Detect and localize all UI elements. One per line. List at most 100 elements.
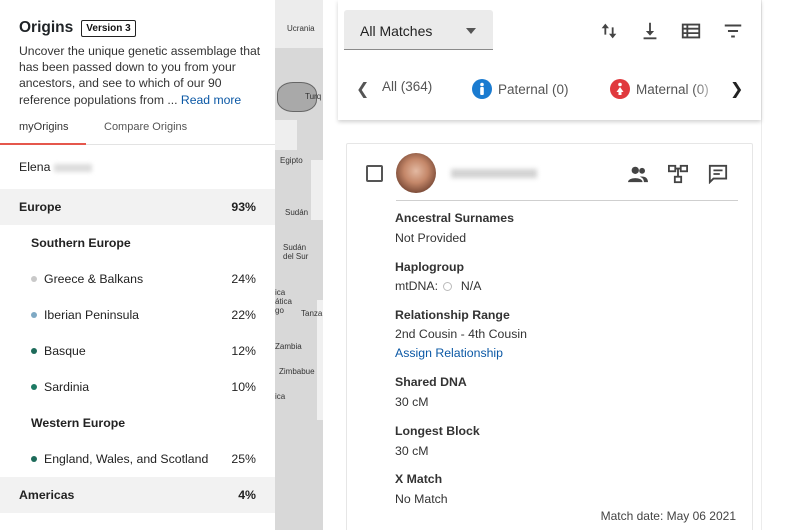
origin-percentage: 12% [231, 344, 256, 358]
subregion-row[interactable]: Western Europe [0, 405, 275, 441]
origin-label: Basque [44, 344, 86, 358]
field-label-longest-block: Longest Block [395, 424, 480, 438]
population-row[interactable]: Greece & Balkans 24% [0, 261, 275, 297]
origin-percentage: 93% [231, 200, 256, 214]
chevron-down-icon [466, 28, 476, 34]
map-strip[interactable]: Ucrania Turq Egipto Sudán Sudán del Sur … [275, 0, 323, 530]
region-row[interactable]: Americas 4% [0, 477, 275, 513]
origin-label: England, Wales, and Scotland [44, 452, 209, 466]
haplogroup-prefix: mtDNA: [395, 279, 439, 293]
field-value-x-match: No Match [395, 492, 448, 506]
matches-header: All Matches ❮ All (364) Paternal ( [338, 0, 761, 120]
tab-maternal[interactable]: Maternal (0) [610, 79, 709, 99]
blurred-match-name[interactable] [451, 169, 537, 178]
population-color-dot [31, 312, 37, 318]
list-view-icon[interactable] [680, 20, 702, 42]
assign-relationship-link[interactable]: Assign Relationship [395, 346, 504, 360]
card-divider [396, 200, 738, 201]
tab-maternal-label: Maternal (0) [636, 81, 709, 97]
version-badge: Version 3 [81, 19, 136, 37]
population-row[interactable]: Basque 12% [0, 333, 275, 369]
origin-label: Sardinia [44, 380, 90, 394]
origin-label: Iberian Peninsula [44, 308, 140, 322]
match-select-checkbox[interactable] [366, 165, 383, 182]
tab-compare-origins[interactable]: Compare Origins [104, 121, 188, 133]
map-label: Zambia [275, 342, 302, 351]
dropdown-selected-value: All Matches [360, 23, 433, 39]
population-color-dot [31, 348, 37, 354]
info-icon[interactable] [443, 282, 453, 291]
map-label: Turq [305, 92, 322, 101]
haplogroup-value: N/A [460, 279, 482, 293]
filter-icon[interactable] [722, 20, 744, 42]
region-row[interactable]: Europe 93% [0, 189, 275, 225]
field-label-haplogroup: Haplogroup [395, 260, 464, 274]
relationship-filter-row: ❮ All (364) Paternal (0) Maternal (0) ❯ [338, 70, 761, 104]
tab-paternal[interactable]: Paternal (0) [472, 79, 569, 99]
field-label-surnames: Ancestral Surnames [395, 211, 514, 225]
origin-label: Greece & Balkans [44, 272, 144, 286]
origin-percentage: 10% [231, 380, 256, 394]
map-label: Egipto [280, 156, 303, 165]
origins-description: Uncover the unique genetic assemblage th… [19, 43, 269, 108]
map-label: ica [275, 392, 286, 401]
message-icon[interactable] [707, 164, 729, 184]
map-indian-ocean [317, 300, 323, 420]
field-label-shared-dna: Shared DNA [395, 375, 467, 389]
origins-header: Origins Version 3 [19, 19, 136, 37]
female-icon [610, 79, 630, 99]
matches-panel: All Matches ❮ All (364) Paternal ( [338, 0, 761, 530]
map-label: Ucrania [287, 24, 315, 33]
origin-label: Europe [19, 200, 62, 214]
population-row[interactable]: Iberian Peninsula 22% [0, 297, 275, 333]
origin-percentage: 22% [231, 308, 256, 322]
matches-filter-dropdown[interactable]: All Matches [344, 10, 493, 50]
match-date: Match date: May 06 2021 [600, 509, 736, 523]
map-label: Sudán del Sur [283, 243, 309, 261]
match-card[interactable]: Ancestral Surnames Not Provided Haplogro… [346, 143, 753, 530]
field-label-relationship: Relationship Range [395, 308, 510, 322]
map-mediterranean [275, 120, 297, 150]
field-value-longest-block: 30 cM [395, 444, 429, 458]
field-value-haplogroup: mtDNA: N/A [395, 279, 481, 293]
chevron-left-icon[interactable]: ❮ [356, 81, 370, 98]
origins-description-text: Uncover the unique genetic assemblage th… [19, 44, 261, 107]
blurred-last-name [54, 163, 93, 172]
population-color-dot [31, 276, 37, 282]
field-value-surnames: Not Provided [395, 231, 467, 245]
download-icon[interactable] [639, 20, 661, 42]
map-label: Sudán [285, 208, 309, 217]
shared-matches-icon[interactable] [627, 164, 649, 184]
avatar[interactable] [396, 153, 436, 193]
population-row[interactable]: Sardinia 10% [0, 369, 275, 405]
tab-all-label: All (364) [382, 79, 433, 94]
origin-percentage: 24% [231, 272, 256, 286]
sort-icon[interactable] [598, 20, 620, 42]
origin-percentage: 4% [238, 488, 256, 502]
tabs-fade [693, 70, 723, 104]
field-label-x-match: X Match [395, 472, 443, 486]
field-value-relationship: 2nd Cousin - 4th Cousin [395, 327, 527, 341]
subregion-row[interactable]: Southern Europe [0, 225, 275, 261]
previous-card-sliver [338, 120, 761, 143]
population-color-dot [31, 384, 37, 390]
map-sea [275, 0, 323, 48]
read-more-link[interactable]: Read more [180, 92, 242, 107]
origin-label: Southern Europe [31, 236, 131, 250]
scroll-edge [761, 0, 800, 530]
origin-label: Americas [19, 488, 75, 502]
map-black-sea [277, 82, 317, 112]
origins-tabs: myOrigins Compare Origins [0, 115, 275, 145]
user-first-name: Elena [19, 160, 51, 174]
user-name: Elena [19, 160, 93, 174]
population-row[interactable]: England, Wales, and Scotland 25% [0, 441, 275, 477]
male-icon [472, 79, 492, 99]
tab-all-matches[interactable]: All (364) [382, 79, 432, 94]
map-label: ica ática go [275, 288, 292, 315]
chromosome-browser-icon[interactable] [667, 164, 689, 184]
map-label: Tanza [301, 309, 323, 318]
tab-myorigins[interactable]: myOrigins [19, 121, 69, 133]
population-color-dot [31, 456, 37, 462]
origin-percentage: 25% [231, 452, 256, 466]
chevron-right-icon[interactable]: ❯ [730, 81, 744, 98]
